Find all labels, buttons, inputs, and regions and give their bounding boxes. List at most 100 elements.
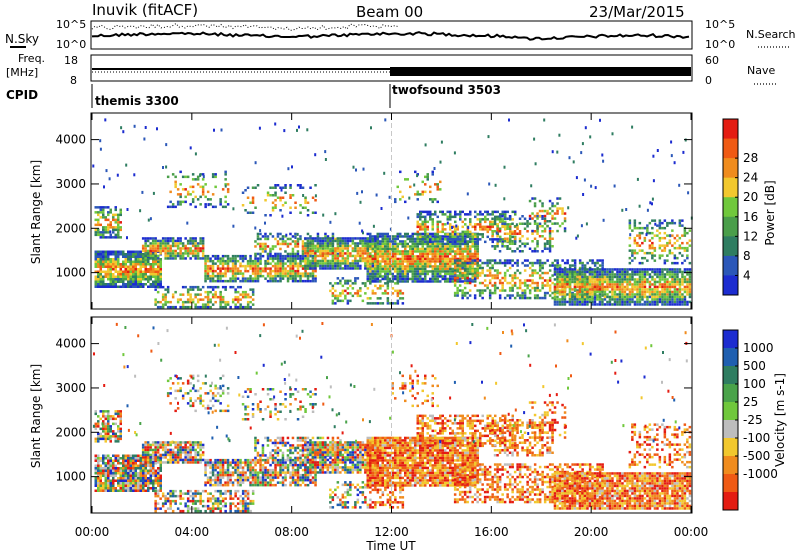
heatmap-cell (344, 237, 347, 240)
heatmap-cell (374, 239, 377, 243)
heatmap-cell (586, 293, 589, 296)
heatmap-cell (673, 295, 677, 299)
heatmap-cell (669, 234, 672, 238)
heatmap-cell (304, 244, 307, 248)
heatmap-cell (399, 242, 402, 246)
heatmap-cell (331, 262, 335, 265)
heatmap-cell (394, 270, 397, 273)
heatmap-cell (446, 235, 449, 238)
heatmap-cell (186, 193, 190, 196)
heatmap-cell (369, 242, 372, 246)
heatmap-cell (444, 277, 447, 281)
heatmap-cell (591, 273, 594, 276)
heatmap-cell (311, 247, 315, 250)
heatmap-cell (386, 270, 389, 273)
heatmap-cell (439, 247, 442, 251)
heatmap-cell (324, 242, 327, 245)
heatmap-cell (99, 484, 102, 487)
heatmap-cell (648, 244, 652, 247)
heatmap-cell (581, 300, 584, 304)
colorbar-tick-label: 20 (743, 190, 758, 204)
heatmap-cell (119, 278, 122, 281)
heatmap-cell (206, 290, 210, 294)
heatmap-cell (543, 217, 547, 220)
heatmap-cell (603, 293, 607, 296)
heatmap-cell (154, 263, 157, 266)
heatmap-cell (498, 294, 502, 297)
heatmap-cell (147, 280, 150, 283)
heatmap-cell (483, 274, 487, 277)
heatmap-cell (376, 272, 379, 276)
heatmap-cell (441, 213, 444, 216)
heatmap-cell (234, 264, 237, 268)
heatmap-cell (608, 298, 612, 301)
heatmap-cell (231, 277, 235, 280)
heatmap-cell (341, 249, 345, 253)
heatmap-cell (628, 268, 632, 271)
heatmap-cell (319, 254, 322, 258)
heatmap-cell (221, 257, 225, 260)
heatmap-cell (137, 285, 140, 288)
heatmap-cell (469, 213, 472, 216)
heatmap-cell (281, 262, 285, 265)
heatmap-cell (394, 235, 397, 238)
heatmap-cell (668, 241, 672, 245)
heatmap-cell (147, 268, 150, 271)
power-colorbar-bands (723, 119, 738, 296)
heatmap-cell (444, 275, 447, 278)
heatmap-cell (324, 262, 327, 265)
heatmap-cell (653, 298, 657, 301)
heatmap-cell (311, 274, 315, 278)
heatmap-cell (344, 297, 347, 300)
heatmap-cell (658, 256, 662, 260)
heatmap-cell (654, 222, 657, 226)
heatmap-cell (668, 288, 672, 291)
heatmap-cell (513, 242, 517, 245)
heatmap-cell (518, 281, 522, 285)
heatmap-cell (416, 223, 419, 226)
heatmap-cell (638, 221, 642, 225)
heatmap-cell (92, 164, 95, 168)
heatmap-cell (156, 242, 160, 245)
heatmap-cell (341, 277, 345, 280)
heatmap-cell (546, 281, 549, 285)
heatmap-cell (533, 214, 537, 218)
heatmap-cell (633, 236, 637, 240)
heatmap-cell (571, 275, 574, 279)
heatmap-cell (191, 300, 195, 304)
heatmap-cell (651, 283, 654, 286)
heatmap-cell (226, 254, 230, 258)
heatmap-cell (494, 215, 497, 219)
heatmap-cell (471, 225, 474, 229)
heatmap-cell (613, 273, 617, 276)
heatmap-cell (671, 300, 674, 304)
heatmap-cell (166, 300, 170, 304)
heatmap-cell (304, 242, 307, 245)
heatmap-cell (284, 262, 287, 265)
heatmap-cell (543, 209, 547, 213)
heatmap-cell (528, 261, 532, 265)
heatmap-cell (341, 252, 345, 255)
heatmap-cell (391, 292, 395, 295)
heatmap-cell (214, 175, 217, 179)
heatmap-cell (206, 259, 210, 263)
colorbar-band (723, 119, 738, 140)
heatmap-cell (568, 288, 572, 291)
heatmap-cell (553, 259, 557, 262)
heatmap-cell (409, 262, 412, 266)
heatmap-cell (117, 250, 120, 253)
heatmap-cell (648, 268, 652, 271)
heatmap-cell (276, 235, 280, 238)
heatmap-cell (306, 247, 310, 250)
heatmap-cell (458, 259, 462, 262)
heatmap-cell (264, 221, 266, 225)
heatmap-cell (276, 232, 280, 236)
heatmap-cell (508, 118, 510, 122)
heatmap-cell (486, 218, 489, 221)
heatmap-cell (638, 295, 642, 299)
heatmap-cell (531, 269, 534, 272)
heatmap-cell (176, 193, 180, 196)
heatmap-cell (151, 257, 155, 260)
heatmap-cell (456, 235, 459, 239)
heatmap-cell (416, 255, 419, 258)
